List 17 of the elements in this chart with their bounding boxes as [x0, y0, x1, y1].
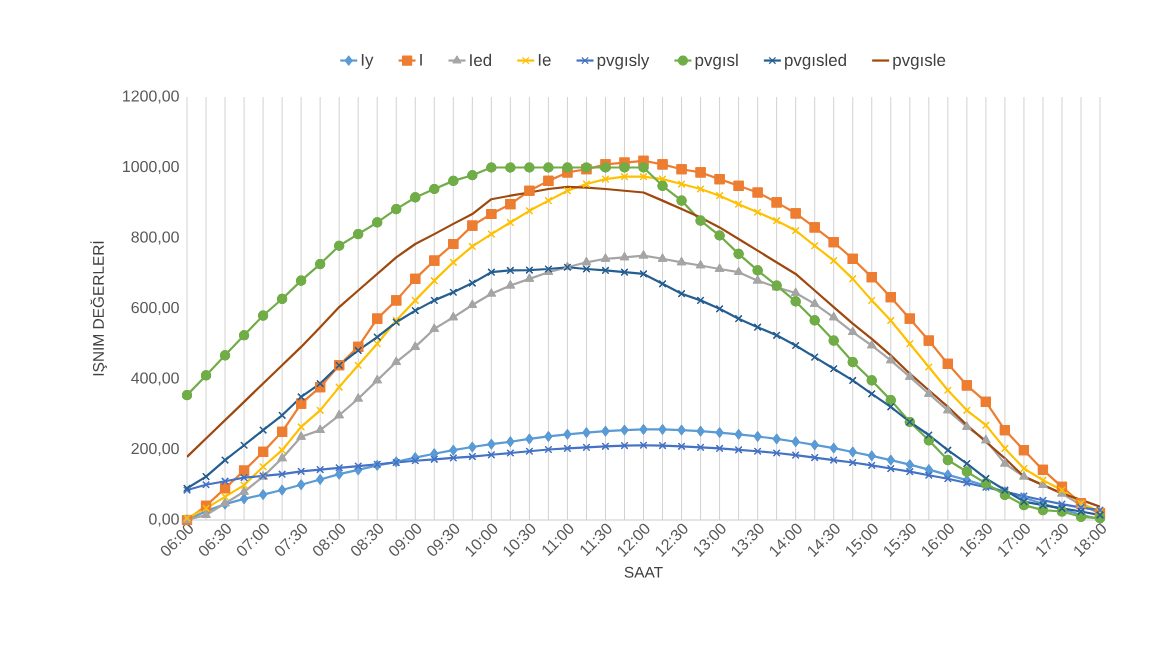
y-tick-label: 400,00	[131, 372, 179, 386]
y-axis-title: IŞNIM DEĞERLERİ	[90, 241, 108, 376]
legend-label: pvgısl	[695, 53, 738, 70]
legend-label: Ied	[470, 53, 492, 67]
y-tick-label: 0,00	[149, 513, 179, 527]
legend-label: Iy	[361, 53, 374, 70]
legend-label: pvgısly	[597, 53, 650, 70]
legend-label: Ie	[538, 53, 551, 66]
y-tick-label: 1000,00	[123, 160, 179, 175]
legend-label: pvgısled	[785, 53, 846, 70]
legend-label: pvgısle	[893, 53, 946, 70]
y-tick-label: 200,00	[131, 442, 179, 457]
y-tick-label: 800,00	[131, 231, 179, 245]
y-tick-label: 600,00	[131, 301, 179, 316]
legend-label: I	[420, 53, 422, 66]
y-tick-label: 1200,00	[123, 90, 179, 104]
x-axis-title: SAAT	[624, 566, 663, 578]
